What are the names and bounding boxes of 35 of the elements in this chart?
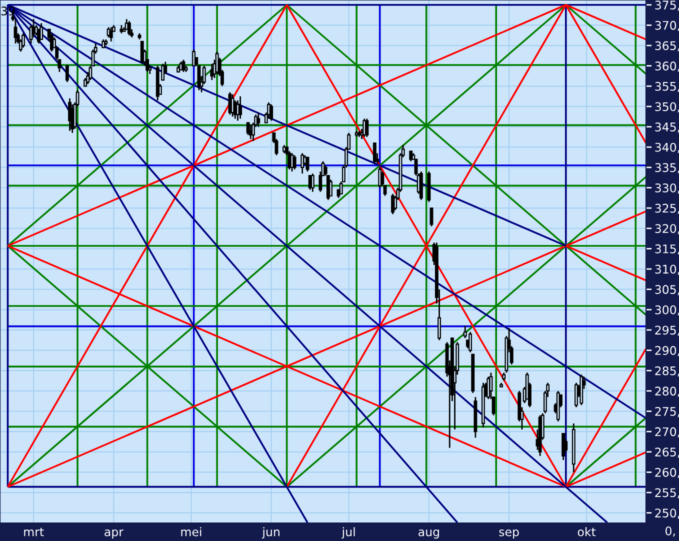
y-tick-label: 270, <box>655 427 679 438</box>
x-tick-label: okt <box>578 527 596 536</box>
y-tick-label: 320, <box>655 224 679 234</box>
x-tick-label: apr <box>104 530 124 539</box>
y-tick-label: 290, <box>655 346 679 356</box>
y-tick-label: 365, <box>655 41 679 52</box>
y-tick-label: 350, <box>655 102 679 112</box>
y-tick-label: 335, <box>655 163 679 174</box>
y-tick-label: 260, <box>655 468 679 478</box>
y-tick-label: 325, <box>655 204 679 214</box>
x-tick-label: mrt <box>24 528 44 536</box>
y-tick-label: 315, <box>655 244 679 255</box>
y-tick-label: 285, <box>655 366 679 376</box>
x-tick-label: aug <box>418 530 439 539</box>
y-tick-label: 375, <box>655 0 679 11</box>
y-tick-label: 330, <box>655 183 679 194</box>
y-tick-label: 250, <box>655 508 679 519</box>
x-tick-label: jul <box>342 527 355 539</box>
y-tick-label: 275, <box>655 406 679 418</box>
y-tick-label: 300, <box>655 305 679 316</box>
y-tick-label: 370, <box>655 20 679 32</box>
y-tick-label: 355, <box>655 82 679 92</box>
y-tick-label: 340, <box>655 142 679 153</box>
x-tick-label: jun <box>262 527 280 539</box>
y-tick-label: 280, <box>655 386 679 397</box>
y-tick-label: 295, <box>655 326 679 336</box>
y-tick-label: 345, <box>655 122 679 133</box>
y-tick-label: 265, <box>655 448 679 458</box>
y-tick-label: 305, <box>655 285 679 296</box>
y-tick-label: 360, <box>655 62 679 72</box>
y-axis-title: 0, <box>666 526 675 537</box>
y-tick-label: 255, <box>655 488 679 498</box>
x-tick-label: sep <box>499 530 519 539</box>
y-tick-label: 310, <box>655 264 679 275</box>
x-tick-label: mei <box>181 527 202 536</box>
